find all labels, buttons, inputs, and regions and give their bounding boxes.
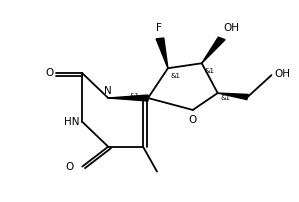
Text: O: O xyxy=(46,68,54,78)
Text: HN: HN xyxy=(64,117,80,127)
Text: &1: &1 xyxy=(221,95,231,101)
Text: O: O xyxy=(65,162,73,171)
Polygon shape xyxy=(108,95,148,101)
Text: O: O xyxy=(189,115,197,125)
Polygon shape xyxy=(202,37,225,63)
Text: OH: OH xyxy=(274,69,290,79)
Text: F: F xyxy=(155,23,161,33)
Polygon shape xyxy=(218,93,248,100)
Text: &1: &1 xyxy=(205,68,215,74)
Polygon shape xyxy=(156,38,168,68)
Text: &1: &1 xyxy=(171,73,181,79)
Text: OH: OH xyxy=(223,23,239,33)
Text: N: N xyxy=(104,86,112,96)
Text: &1: &1 xyxy=(129,93,139,99)
